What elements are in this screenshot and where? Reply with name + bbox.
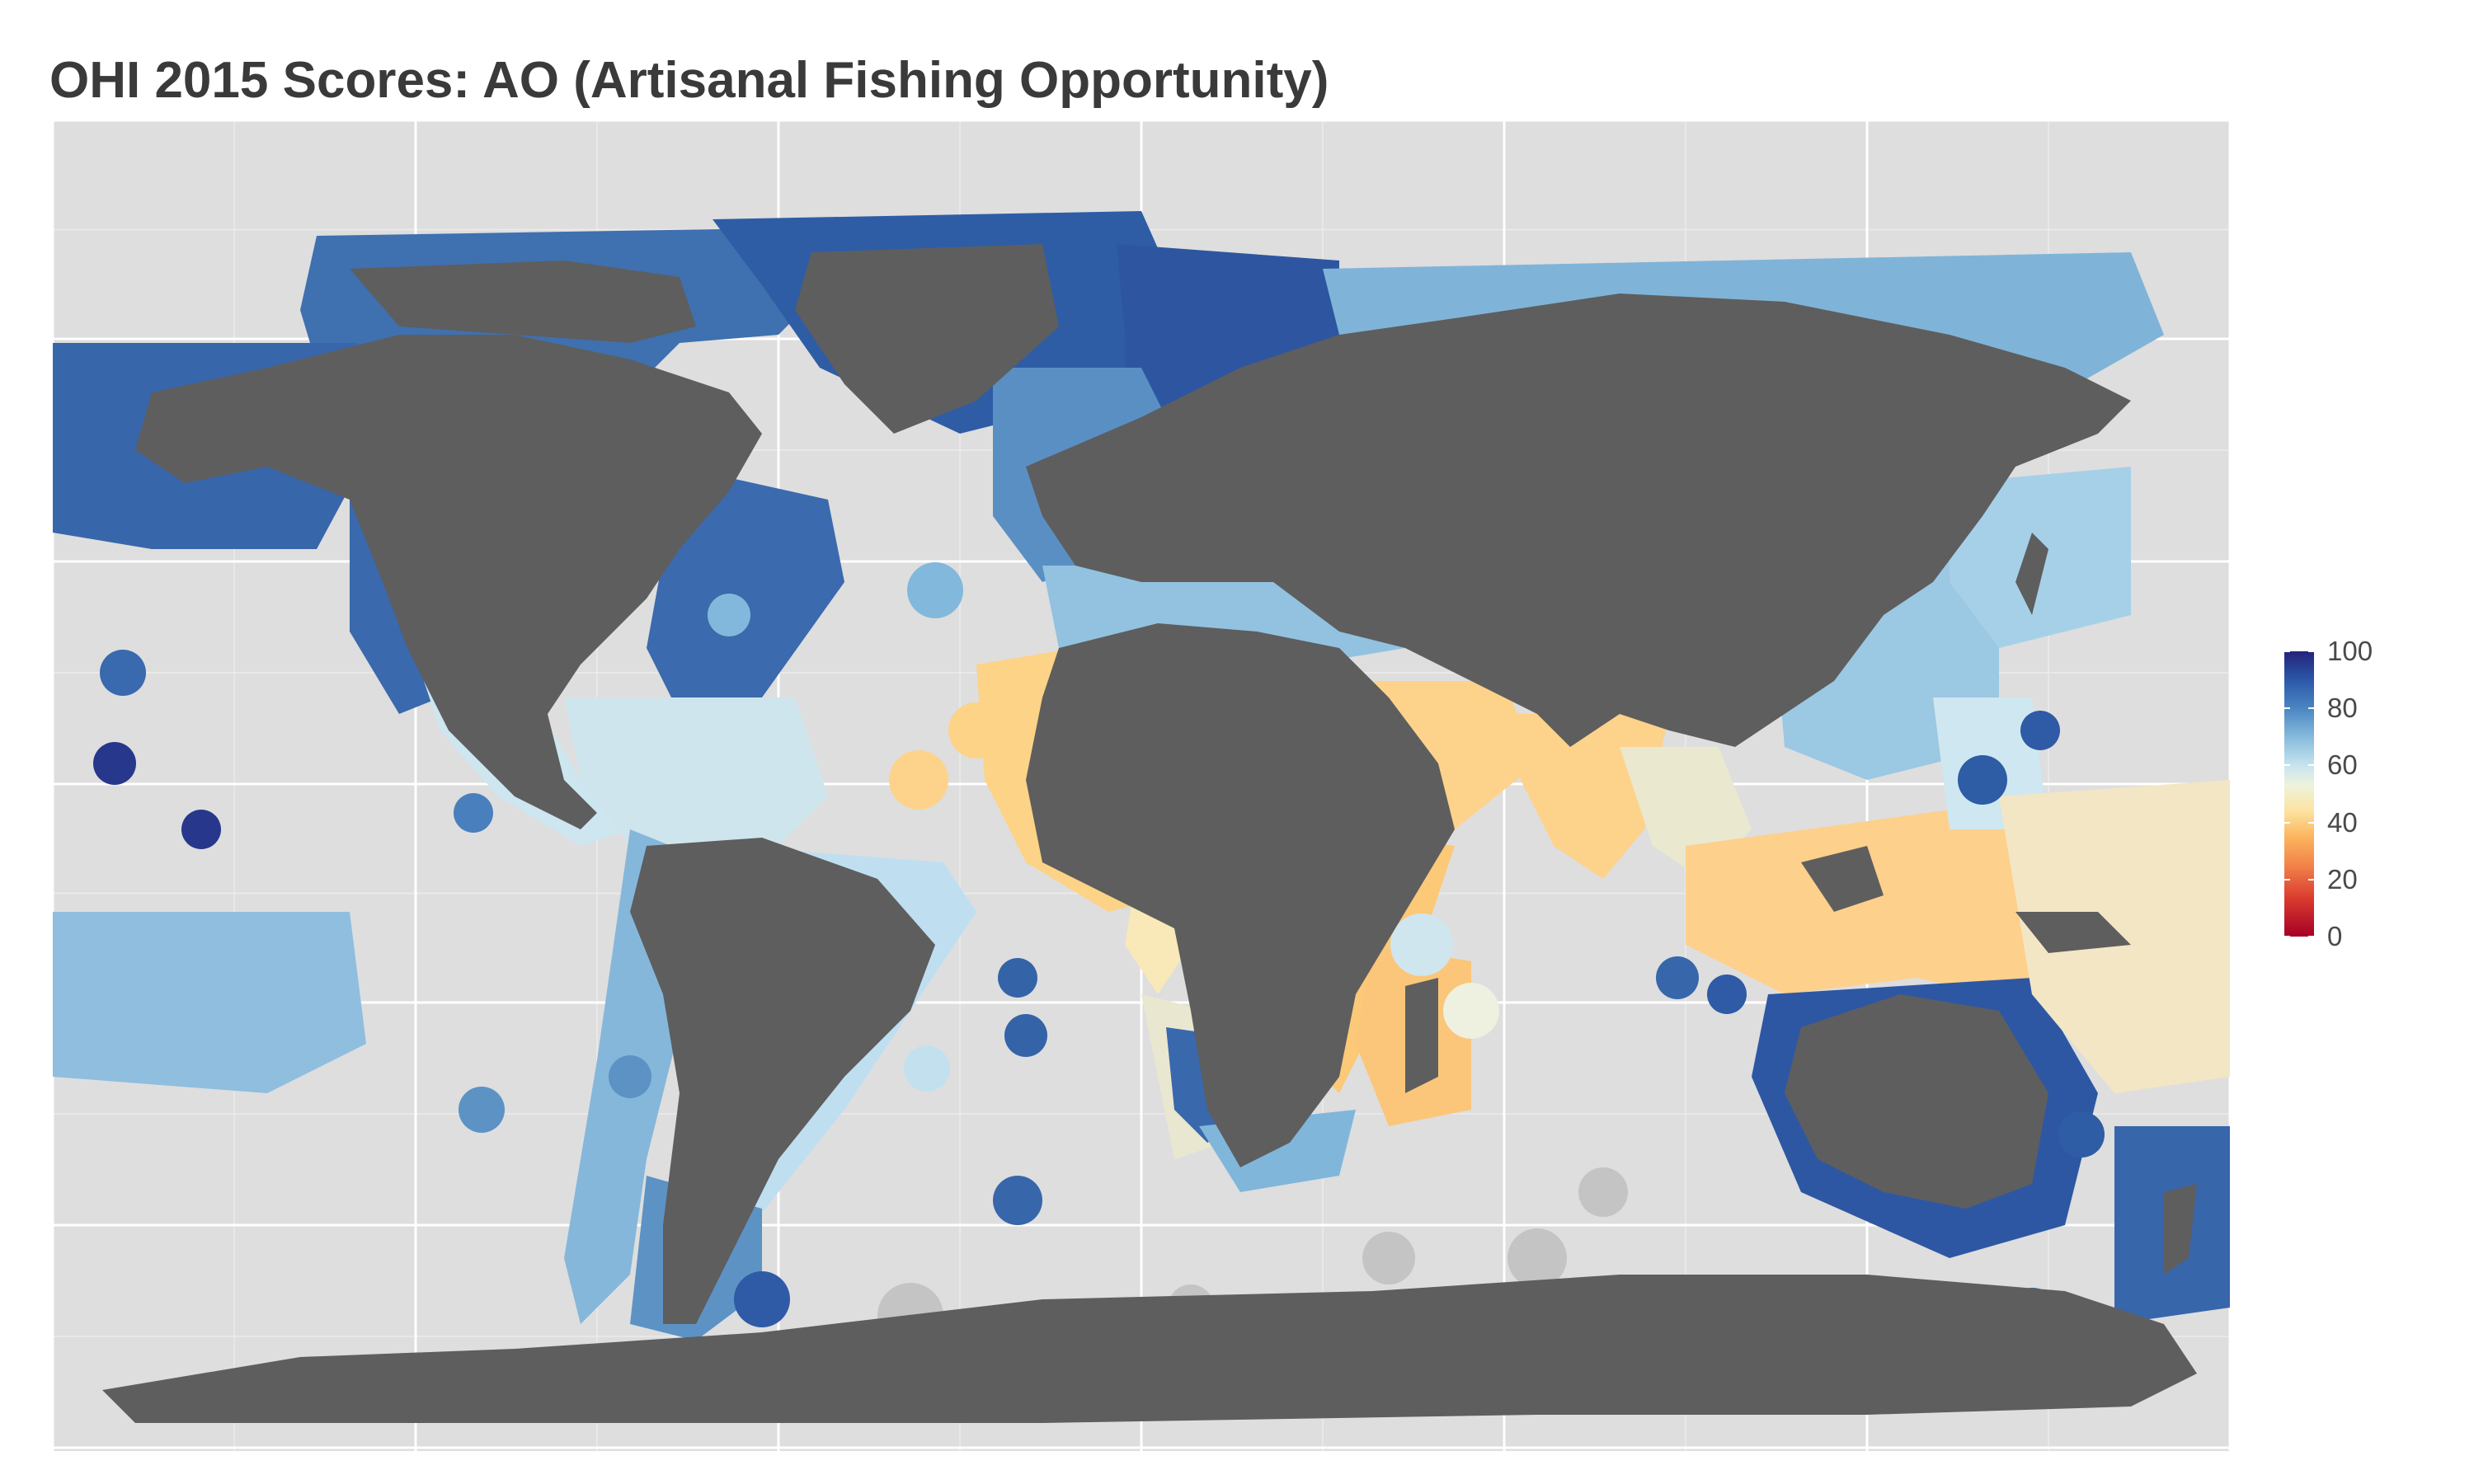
zone-christmas <box>1707 974 1747 1014</box>
zone-galapagos-west <box>454 793 493 833</box>
legend-tick-label: 0 <box>2327 921 2343 951</box>
world-map <box>53 120 2230 1451</box>
land-greenland <box>795 244 1059 434</box>
zone-kerguelen <box>1507 1228 1567 1288</box>
zone-seychelles <box>1390 913 1453 976</box>
zone-azores <box>907 562 963 618</box>
map-title: OHI 2015 Scores: AO (Artisanal Fishing O… <box>49 52 1329 109</box>
land-new-guinea <box>2015 912 2131 953</box>
zone-guam <box>2020 711 2060 750</box>
land-uk <box>1075 442 1108 508</box>
zone-mauritius <box>1443 983 1499 1039</box>
legend-tick-label: 40 <box>2327 806 2358 838</box>
zone-easter <box>459 1087 505 1133</box>
zone-ascension <box>1004 1014 1047 1057</box>
legend-tick-mark <box>2284 878 2314 881</box>
zone-marshall <box>93 742 136 785</box>
legend-tick-mark <box>2284 936 2314 937</box>
legend-tick-mark <box>2284 764 2314 767</box>
land-japan <box>2015 533 2048 615</box>
zone-cape-verde <box>889 750 948 810</box>
legend-colorbar <box>2284 651 2314 937</box>
land-eurasia <box>1026 294 2131 747</box>
land-new-zealand <box>2164 1184 2197 1275</box>
zone-kiribati <box>181 810 221 849</box>
zone-tristan <box>993 1176 1042 1225</box>
score-legend: 100 80 60 40 20 0 <box>2284 637 2449 965</box>
legend-tick-label: 20 <box>2327 863 2358 895</box>
legend-tick-label: 100 <box>2327 636 2373 666</box>
zone-heard <box>1578 1167 1628 1217</box>
zone-micronesia <box>1958 755 2007 805</box>
legend-tick-mark <box>2284 821 2314 824</box>
land-indonesia-borneo <box>1801 846 1884 912</box>
legend-tick-mark <box>2284 707 2314 710</box>
zone-st-helena <box>998 958 1037 998</box>
land-antarctica <box>102 1275 2197 1423</box>
zone-crozet <box>1362 1232 1415 1284</box>
zone-falklands <box>734 1271 790 1327</box>
zone-hawaii <box>100 650 146 696</box>
zone-caribbean <box>564 697 828 846</box>
land <box>102 244 2197 1423</box>
zone-bermuda <box>708 594 750 636</box>
zone-norfolk <box>2058 1111 2105 1158</box>
land-australia <box>1785 994 2048 1209</box>
land-canada-arctic <box>350 261 696 343</box>
zone-trindade <box>904 1045 950 1092</box>
zone-canary <box>948 702 1004 758</box>
legend-tick-label: 60 <box>2327 749 2358 781</box>
land-north-america <box>135 335 762 829</box>
legend-tick-mark <box>2284 650 2314 652</box>
zone-pacific-islands-west <box>53 912 366 1093</box>
zone-juan-fernandez <box>609 1055 651 1098</box>
land-south-america <box>630 838 935 1324</box>
zone-cocos <box>1656 956 1699 999</box>
world-map-panel <box>53 120 2230 1451</box>
land-africa <box>1026 623 1455 1167</box>
land-madagascar <box>1405 978 1438 1093</box>
legend-tick-label: 80 <box>2327 693 2358 724</box>
